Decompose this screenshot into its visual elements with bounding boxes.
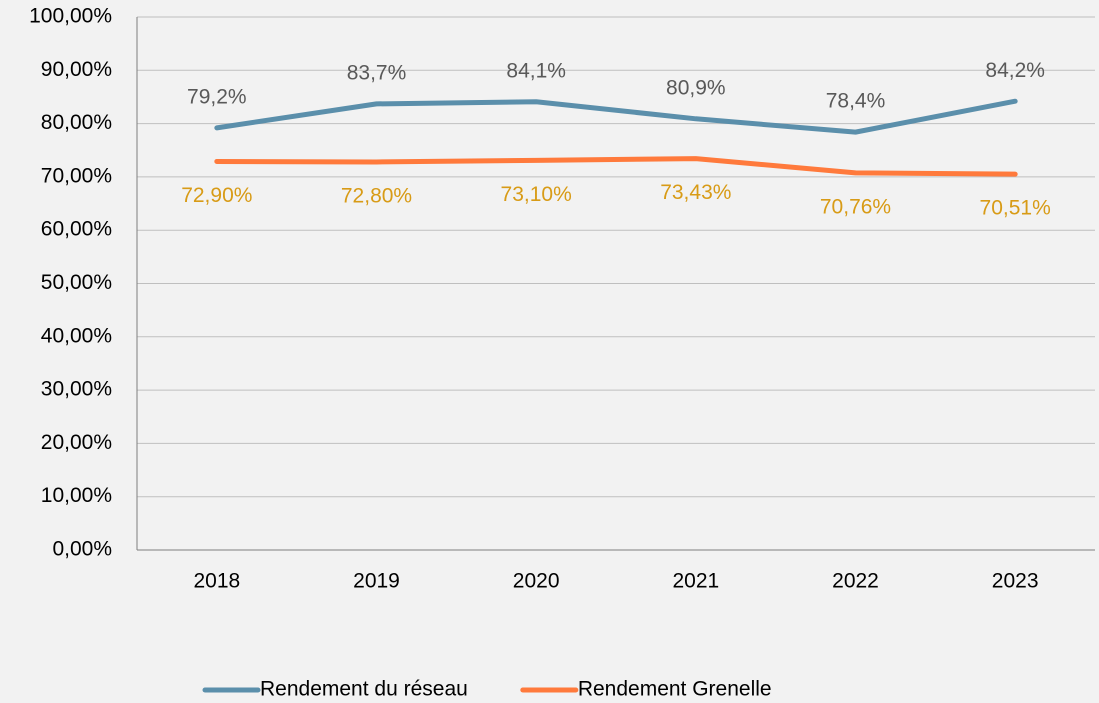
data-label: 79,2%: [187, 85, 247, 108]
y-tick-label: 50,00%: [41, 271, 112, 294]
y-tick-label: 0,00%: [52, 538, 112, 561]
y-tick-label: 90,00%: [41, 58, 112, 81]
legend-label: Rendement du réseau: [260, 678, 468, 701]
y-tick-label: 20,00%: [41, 431, 112, 454]
series-line: [214, 156, 1018, 177]
data-label: 72,80%: [341, 185, 412, 208]
x-tick-label: 2020: [513, 570, 560, 593]
data-label: 70,51%: [980, 197, 1051, 220]
data-label: 78,4%: [826, 90, 886, 113]
y-tick-label: 40,00%: [41, 324, 112, 347]
y-tick-label: 30,00%: [41, 378, 112, 401]
series-line: [214, 98, 1018, 135]
data-label: 70,76%: [820, 195, 891, 218]
x-tick-label: 2023: [992, 570, 1039, 593]
x-tick-label: 2022: [832, 570, 879, 593]
legend-label: Rendement Grenelle: [578, 678, 772, 701]
y-tick-label: 80,00%: [41, 111, 112, 134]
y-tick-label: 60,00%: [41, 218, 112, 241]
data-label: 73,43%: [660, 181, 731, 204]
x-tick-label: 2018: [193, 570, 240, 593]
x-tick-label: 2019: [353, 570, 400, 593]
data-label: 84,1%: [506, 59, 566, 82]
data-label: 80,9%: [666, 76, 726, 99]
y-tick-label: 100,00%: [29, 5, 112, 28]
y-tick-label: 10,00%: [41, 484, 112, 507]
y-tick-label: 70,00%: [41, 164, 112, 187]
x-tick-label: 2021: [672, 570, 719, 593]
data-label: 84,2%: [985, 59, 1045, 82]
data-label: 72,90%: [181, 184, 252, 207]
data-label: 83,7%: [347, 61, 407, 84]
data-label: 73,10%: [501, 183, 572, 206]
